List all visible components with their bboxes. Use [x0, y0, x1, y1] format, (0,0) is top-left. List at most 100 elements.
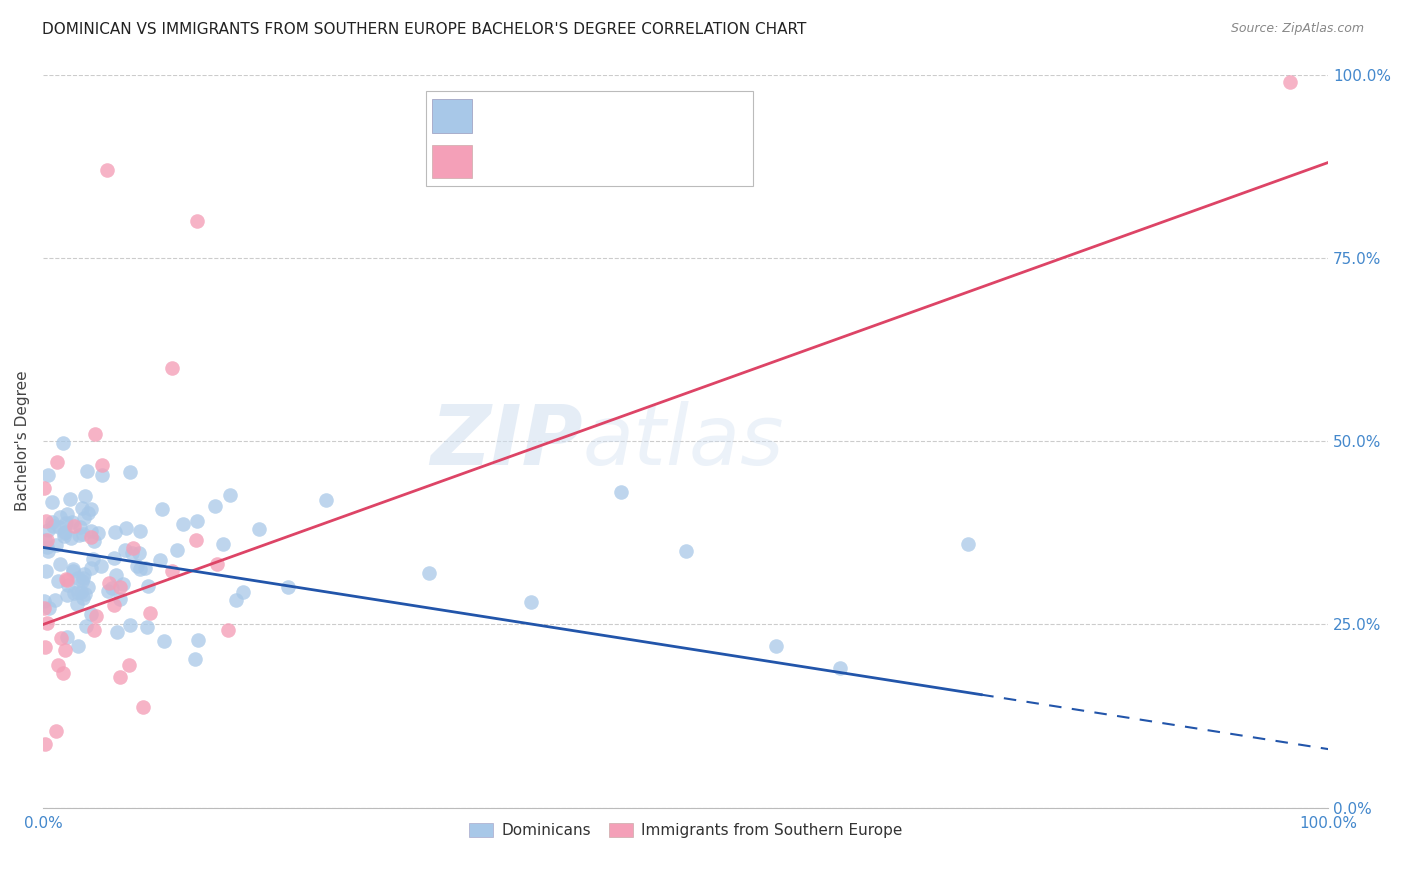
- Point: [80, 561, 103, 575]
- Point: [70, 574, 93, 588]
- Point: [114, 543, 136, 558]
- Point: [52, 436, 75, 450]
- Point: [53, 642, 76, 657]
- Legend: Dominicans, Immigrants from Southern Europe: Dominicans, Immigrants from Southern Eur…: [463, 817, 908, 844]
- Point: [90, 458, 112, 472]
- Point: [80, 524, 103, 539]
- Point: [172, 516, 194, 531]
- Point: [83, 534, 105, 549]
- Point: [957, 537, 980, 551]
- Point: [70, 585, 93, 599]
- Point: [45, 538, 67, 552]
- Point: [108, 669, 131, 683]
- Point: [67, 528, 90, 542]
- Point: [121, 541, 143, 555]
- Point: [63, 519, 86, 533]
- Point: [187, 633, 209, 648]
- Point: [35, 564, 58, 578]
- Point: [127, 558, 149, 573]
- Point: [49, 510, 72, 524]
- Point: [60, 532, 83, 546]
- Point: [121, 546, 143, 560]
- Point: [87, 525, 110, 540]
- Point: [114, 521, 136, 535]
- Point: [53, 529, 76, 543]
- Point: [34, 640, 56, 654]
- Point: [51, 632, 73, 646]
- Point: [52, 666, 75, 681]
- Point: [35, 514, 58, 528]
- Point: [46, 455, 69, 469]
- Point: [160, 564, 183, 578]
- Point: [41, 519, 63, 533]
- Point: [128, 546, 150, 560]
- Point: [103, 550, 125, 565]
- Point: [34, 601, 56, 615]
- Point: [58, 577, 80, 591]
- Point: [150, 501, 173, 516]
- Point: [111, 577, 134, 591]
- Point: [828, 661, 851, 675]
- Point: [56, 573, 79, 587]
- Point: [217, 623, 239, 637]
- Point: [34, 481, 56, 495]
- Point: [48, 519, 70, 533]
- Point: [118, 617, 141, 632]
- Point: [103, 598, 125, 612]
- Point: [37, 524, 59, 538]
- Point: [76, 580, 98, 594]
- Point: [62, 515, 84, 529]
- Point: [83, 623, 105, 637]
- Point: [120, 466, 142, 480]
- Point: [83, 426, 105, 441]
- Point: [35, 533, 58, 547]
- Point: [53, 525, 76, 540]
- Point: [149, 552, 172, 566]
- Point: [34, 533, 56, 548]
- Point: [98, 576, 121, 591]
- Point: [675, 544, 697, 558]
- Point: [160, 360, 183, 375]
- Point: [41, 515, 63, 529]
- Point: [132, 700, 155, 714]
- Point: [70, 500, 93, 515]
- Point: [186, 214, 208, 228]
- Point: [97, 584, 120, 599]
- Point: [110, 580, 132, 594]
- Point: [153, 633, 176, 648]
- Point: [184, 651, 207, 665]
- Point: [204, 500, 226, 514]
- Point: [46, 574, 69, 588]
- Point: [48, 657, 70, 672]
- Point: [73, 510, 96, 524]
- Point: [136, 579, 159, 593]
- Point: [76, 506, 98, 520]
- Point: [135, 620, 157, 634]
- Point: [37, 616, 59, 631]
- Point: [129, 524, 152, 538]
- Point: [247, 522, 270, 536]
- Point: [62, 562, 84, 576]
- Point: [45, 723, 67, 738]
- Text: ZIP: ZIP: [430, 401, 583, 482]
- Point: [52, 526, 75, 541]
- Point: [232, 585, 254, 599]
- Point: [56, 630, 79, 644]
- Point: [56, 507, 79, 521]
- Point: [1278, 75, 1301, 89]
- Point: [34, 737, 56, 751]
- Point: [315, 492, 337, 507]
- Point: [418, 566, 440, 581]
- Point: [91, 467, 114, 482]
- Point: [49, 557, 72, 571]
- Point: [186, 514, 208, 528]
- Point: [212, 537, 235, 551]
- Point: [72, 572, 94, 586]
- Y-axis label: Bachelor's Degree: Bachelor's Degree: [15, 371, 30, 511]
- Point: [62, 564, 84, 578]
- Point: [108, 591, 131, 606]
- Point: [55, 516, 77, 531]
- Point: [520, 595, 543, 609]
- Point: [66, 571, 89, 585]
- Point: [73, 567, 96, 582]
